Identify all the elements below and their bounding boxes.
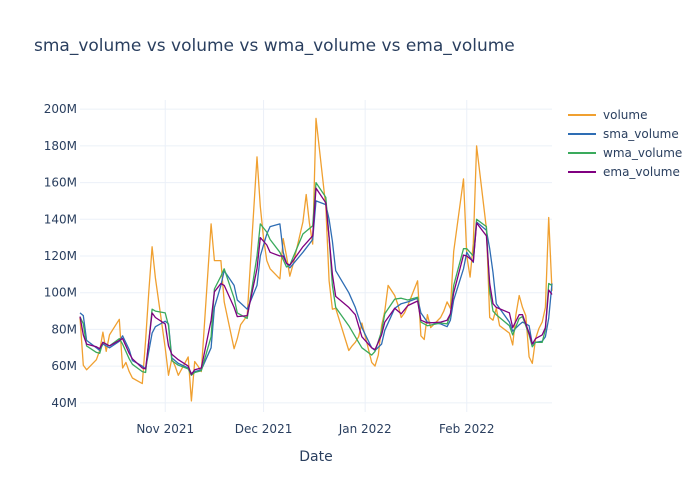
y-tick-label: 140M bbox=[44, 212, 77, 226]
legend-label: ema_volume bbox=[603, 165, 680, 179]
y-tick-label: 60M bbox=[51, 359, 77, 373]
legend-item-sma-volume[interactable]: sma_volume bbox=[568, 127, 679, 141]
series-line-ema-volume bbox=[79, 187, 553, 376]
legend-item-volume[interactable]: volume bbox=[568, 108, 647, 122]
legend-label: sma_volume bbox=[603, 127, 679, 141]
x-tick-label: Feb 2022 bbox=[439, 422, 495, 436]
x-axis-title: Date bbox=[299, 449, 332, 465]
legend-label: volume bbox=[603, 108, 647, 122]
legend-label: wma_volume bbox=[603, 146, 682, 160]
y-tick-label: 160M bbox=[44, 176, 77, 190]
y-tick-label: 120M bbox=[44, 249, 77, 263]
plot-area bbox=[79, 117, 553, 402]
series-line-sma-volume bbox=[79, 200, 553, 375]
legend-item-ema-volume[interactable]: ema_volume bbox=[568, 165, 680, 179]
grid-layer bbox=[80, 100, 552, 412]
x-tick-label: Nov 2021 bbox=[136, 422, 194, 436]
x-tick-label: Dec 2021 bbox=[235, 422, 293, 436]
y-tick-label: 40M bbox=[51, 396, 77, 410]
legend[interactable]: volume sma_volume wma_volume ema_volume bbox=[568, 108, 682, 179]
series-line-volume bbox=[79, 117, 553, 402]
y-axis: 40M 60M 80M 100M 120M 140M 160M 180M 200M bbox=[44, 102, 77, 410]
chart-title: sma_volume vs volume vs wma_volume vs em… bbox=[34, 36, 515, 56]
y-tick-label: 180M bbox=[44, 139, 77, 153]
y-tick-label: 80M bbox=[51, 322, 77, 336]
x-tick-label: Jan 2022 bbox=[338, 422, 392, 436]
y-tick-label: 200M bbox=[44, 102, 77, 116]
y-tick-label: 100M bbox=[44, 286, 77, 300]
legend-item-wma-volume[interactable]: wma_volume bbox=[568, 146, 682, 160]
x-axis: Nov 2021 Dec 2021 Jan 2022 Feb 2022 bbox=[136, 422, 494, 436]
